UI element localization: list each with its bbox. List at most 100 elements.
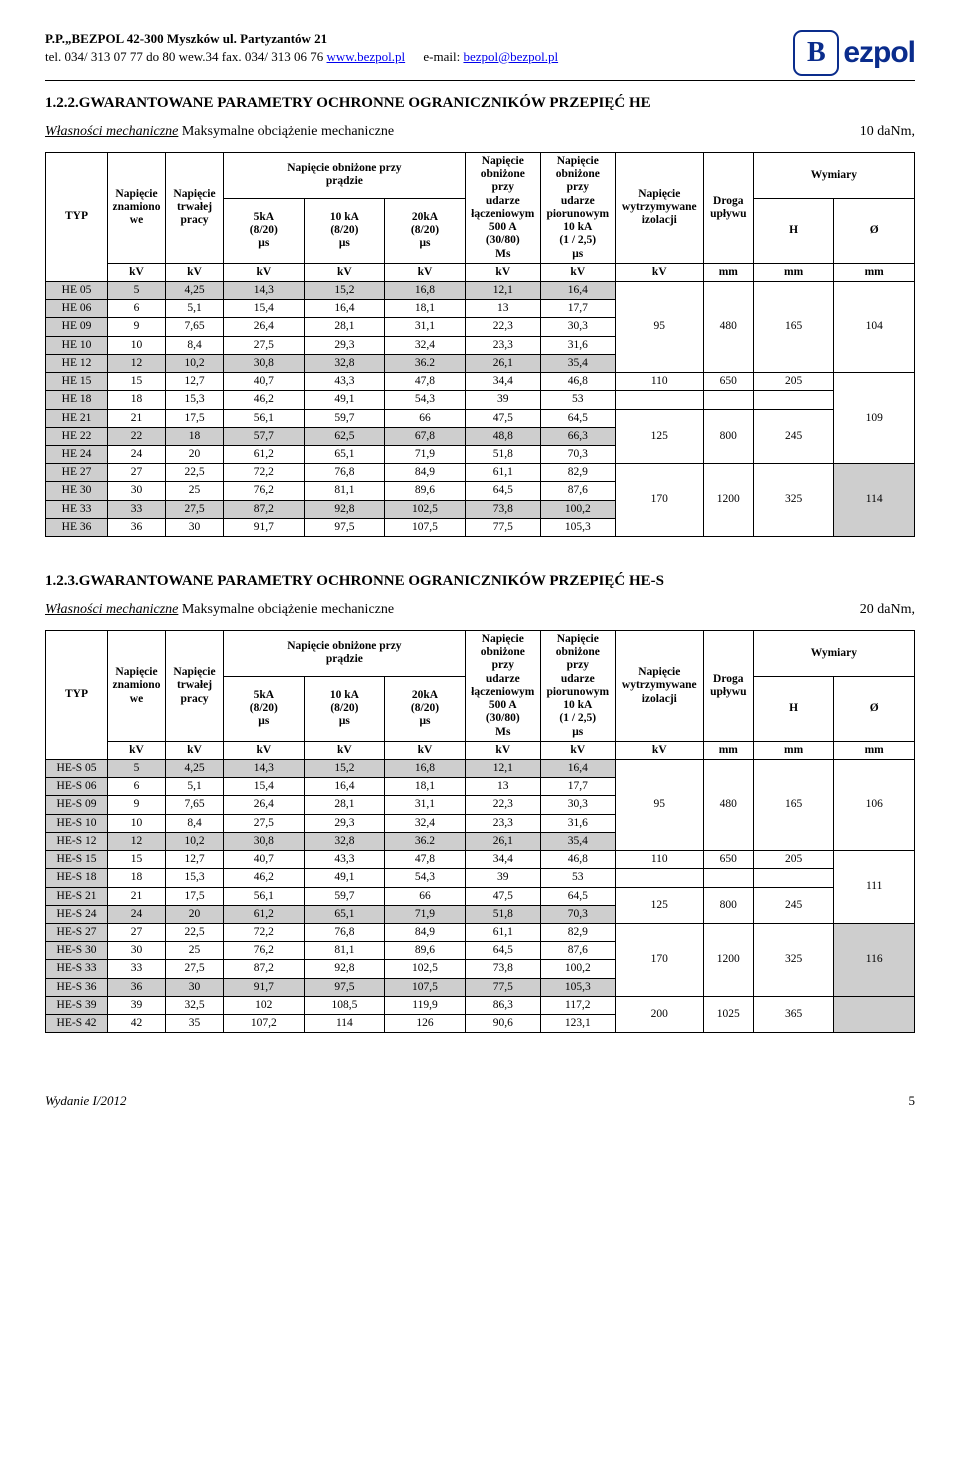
email-link[interactable]: bezpol@bezpol.pl [463,49,558,64]
wytrz-cell: 170 [615,464,703,537]
data-cell: 15,3 [166,869,224,887]
data-cell: 102 [224,996,305,1014]
contact-line: tel. 034/ 313 07 77 do 80 wew.34 fax. 03… [45,48,558,66]
data-cell: 34,4 [465,851,540,869]
data-cell: 32,4 [385,814,466,832]
unit-kv: kV [540,263,615,281]
data-cell: 61,1 [465,464,540,482]
data-cell: 24 [108,905,166,923]
data-cell: 36 [108,978,166,996]
o-cell: 106 [834,760,915,851]
data-cell: 4,25 [166,281,224,299]
company-name: P.P.„BEZPOL 42-300 Myszków ul. Partyzant… [45,30,558,48]
data-cell: 64,5 [465,482,540,500]
col-wytrzymywane: Napięciewytrzymywaneizolacji [615,631,703,742]
data-cell: 91,7 [224,978,305,996]
logo: B ezpol [793,30,915,76]
section-heading: GWARANTOWANE PARAMETRY OCHRONNE OGRANICZ… [79,573,629,589]
data-cell: 7,65 [166,318,224,336]
email-label: e-mail: [423,49,463,64]
data-cell: 32,5 [166,996,224,1014]
data-cell: 87,6 [540,482,615,500]
data-cell: 4,25 [166,760,224,778]
data-cell: 61,2 [224,445,305,463]
data-cell: 49,1 [304,391,385,409]
o-cell: 104 [834,281,915,372]
data-cell: 53 [540,391,615,409]
unit-kv: kV [108,263,166,281]
data-cell: 62,5 [304,427,385,445]
unit-mm: mm [703,263,753,281]
data-cell: 9 [108,796,166,814]
data-cell: 6 [108,778,166,796]
col-20ka: 20kA(8/20)μs [385,676,466,741]
h-cell: 325 [753,923,834,996]
data-cell: 30 [108,482,166,500]
col-pracy: Napięcietrwałejpracy [166,153,224,264]
data-cell: 97,5 [304,978,385,996]
data-cell: 29,3 [304,814,385,832]
data-cell: 76,2 [224,482,305,500]
data-cell: 59,7 [304,409,385,427]
data-cell: 76,8 [304,923,385,941]
data-cell: 87,2 [224,500,305,518]
type-cell: HE 09 [46,318,108,336]
data-cell: 13 [465,300,540,318]
website-link[interactable]: www.bezpol.pl [327,49,406,64]
data-cell: 82,9 [540,464,615,482]
data-cell: 20 [166,905,224,923]
data-cell: 43,3 [304,373,385,391]
data-cell: 47,8 [385,373,466,391]
data-cell: 54,3 [385,869,466,887]
type-cell: HE 18 [46,391,108,409]
data-cell: 71,9 [385,905,466,923]
o-cell: 109 [834,373,915,464]
data-cell: 65,1 [304,445,385,463]
h-cell: 165 [753,281,834,372]
data-cell: 40,7 [224,373,305,391]
data-cell: 27,5 [166,500,224,518]
unit-kv: kV [465,741,540,759]
table-row: HE-S 0554,2514,315,216,812,116,495480165… [46,760,915,778]
data-cell: 114 [304,1015,385,1033]
col-typ: TYP [46,631,108,760]
data-cell: 32,8 [304,354,385,372]
data-cell: 5,1 [166,778,224,796]
data-cell: 107,2 [224,1015,305,1033]
type-cell: HE 36 [46,518,108,536]
wytrz-cell: 125 [615,887,703,923]
data-cell: 29,3 [304,336,385,354]
droga-cell [703,391,753,409]
data-cell: 21 [108,409,166,427]
data-cell: 84,9 [385,464,466,482]
unit-kv: kV [385,741,466,759]
data-cell: 87,2 [224,960,305,978]
data-cell: 105,3 [540,978,615,996]
page-number: 5 [909,1093,916,1109]
data-cell: 39 [108,996,166,1014]
wytrz-cell: 95 [615,281,703,372]
data-cell: 18,1 [385,778,466,796]
data-cell: 12,7 [166,851,224,869]
type-cell: HE-S 27 [46,923,108,941]
type-cell: HE-S 21 [46,887,108,905]
type-cell: HE 12 [46,354,108,372]
type-cell: HE 06 [46,300,108,318]
data-cell: 15 [108,373,166,391]
data-cell: 16,4 [304,778,385,796]
type-cell: HE-S 39 [46,996,108,1014]
data-cell: 31,1 [385,318,466,336]
data-cell: 47,5 [465,887,540,905]
type-cell: HE-S 18 [46,869,108,887]
data-cell: 35,4 [540,354,615,372]
data-cell: 12,1 [465,281,540,299]
parameters-table: TYP Napięcieznamionowe Napięcietrwałejpr… [45,630,915,1033]
col-laczeniowy: Napięcieobniżone przyudarzełączeniowym50… [465,153,540,264]
col-znamionowe: Napięcieznamionowe [108,153,166,264]
type-cell: HE 05 [46,281,108,299]
unit-kv: kV [540,741,615,759]
table-row: HE 212117,556,159,76647,564,5125800245 [46,409,915,427]
col-piorunowy: Napięcieobniżone przyudarzepiorunowym10 … [540,631,615,742]
parameters-table: TYP Napięcieznamionowe Napięcietrwałejpr… [45,152,915,537]
data-cell: 53 [540,869,615,887]
